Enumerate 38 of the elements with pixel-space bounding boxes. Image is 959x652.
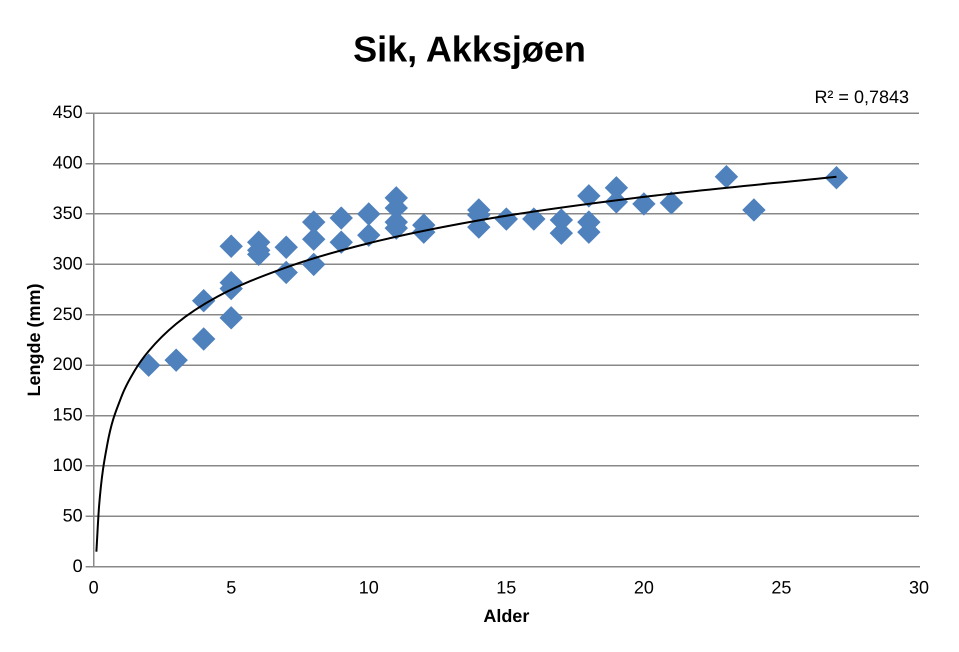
y-tick-label: 150 (52, 404, 83, 425)
point (274, 236, 298, 259)
point (330, 206, 353, 230)
point (577, 184, 600, 208)
y-tick-label: 0 (72, 556, 83, 576)
y-tick-label: 450 (52, 102, 83, 122)
point (330, 230, 353, 254)
x-tick-label: 15 (496, 578, 516, 598)
y-tick-label: 250 (52, 304, 83, 324)
point (632, 192, 656, 216)
point (164, 348, 188, 372)
point (660, 191, 683, 214)
point (714, 165, 738, 188)
x-tick-label: 20 (634, 578, 654, 598)
x-tick-label: 30 (908, 578, 930, 598)
text: R² = 0,7843 (814, 87, 909, 108)
y-axis-title: Lengde (mm) (24, 283, 44, 397)
y-tick-label: 300 (52, 253, 83, 274)
y-tick-label: 200 (52, 354, 83, 374)
x-tick-label: 10 (358, 578, 379, 598)
point (220, 234, 243, 258)
x-tick-label: 5 (226, 578, 236, 598)
point (824, 166, 848, 190)
y-tick-label: 350 (52, 202, 83, 223)
point (220, 306, 243, 330)
point (137, 354, 160, 377)
y-tick-label: 50 (62, 505, 83, 526)
x-tick-label: 0 (88, 578, 99, 598)
point (522, 208, 546, 231)
point (357, 224, 380, 247)
point (192, 327, 216, 350)
y-tick-label: 100 (52, 454, 83, 475)
point (742, 198, 766, 222)
x-tick-label: 25 (771, 578, 792, 598)
x-axis-title: Alder (483, 606, 530, 626)
point (357, 202, 380, 226)
chart-title: Sik, Akksjøen (353, 28, 586, 70)
y-tick-label: 400 (52, 152, 83, 173)
